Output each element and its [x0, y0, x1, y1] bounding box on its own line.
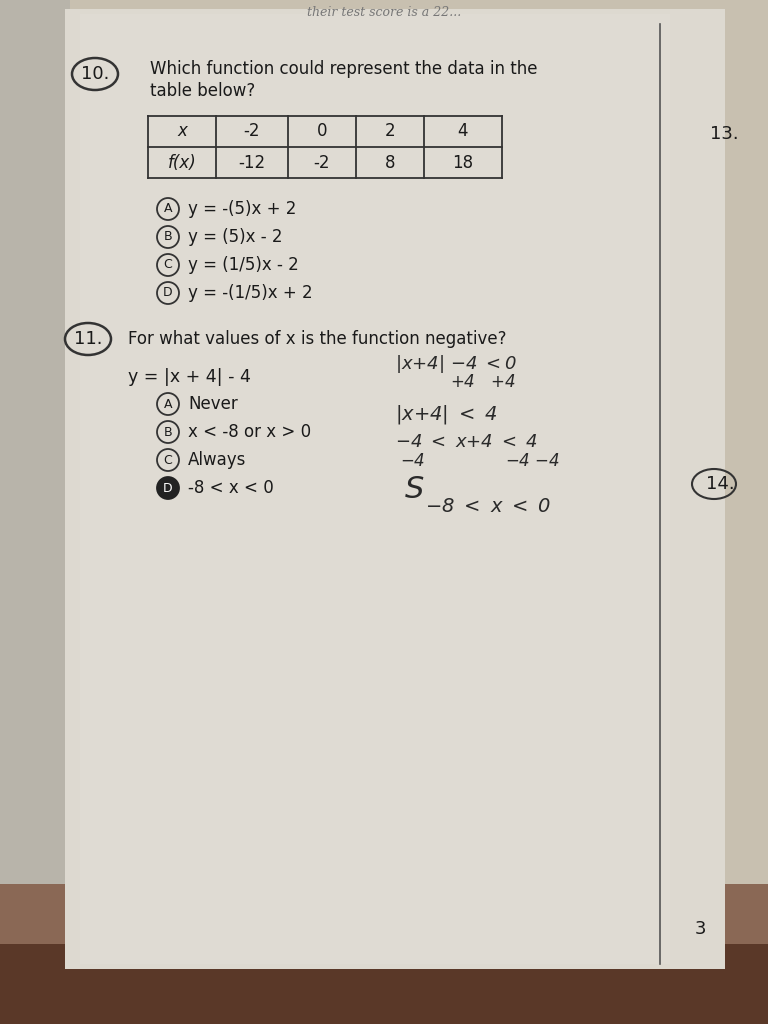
Bar	[0, 944, 768, 1024]
Text: y = -(1/5)x + 2: y = -(1/5)x + 2	[188, 284, 313, 302]
Text: A: A	[164, 203, 172, 215]
Text: 3: 3	[694, 920, 706, 938]
Text: 11.: 11.	[74, 330, 102, 348]
Text: 10.: 10.	[81, 65, 109, 83]
Text: 2: 2	[385, 123, 396, 140]
Text: y = |x + 4| - 4: y = |x + 4| - 4	[128, 368, 251, 386]
Text: Always: Always	[188, 451, 247, 469]
Text: 14.: 14.	[706, 475, 735, 493]
Text: -2: -2	[243, 123, 260, 140]
Text: A: A	[164, 397, 172, 411]
Text: 13.: 13.	[710, 125, 739, 143]
Text: Never: Never	[188, 395, 238, 413]
Text: -2: -2	[314, 154, 330, 171]
Bar	[0, 884, 768, 944]
Text: table below?: table below?	[150, 82, 255, 100]
Text: |x+4| $<$ 4: |x+4| $<$ 4	[395, 402, 498, 426]
Text: B: B	[164, 230, 172, 244]
Text: $-$4 $<$ x$+$4 $<$ 4: $-$4 $<$ x$+$4 $<$ 4	[395, 433, 538, 451]
Text: 4: 4	[458, 123, 468, 140]
Text: For what values of x is the function negative?: For what values of x is the function neg…	[128, 330, 507, 348]
Text: C: C	[164, 454, 172, 467]
Text: 18: 18	[452, 154, 474, 171]
Text: D: D	[163, 481, 173, 495]
Text: -8 < x < 0: -8 < x < 0	[188, 479, 273, 497]
Text: $-$8 $<$ x $<$ 0: $-$8 $<$ x $<$ 0	[425, 497, 551, 515]
Text: y = (1/5)x - 2: y = (1/5)x - 2	[188, 256, 299, 274]
Text: D: D	[163, 287, 173, 299]
Text: $+$4   $+$4: $+$4 $+$4	[450, 373, 515, 391]
Text: their test score is a 22...: their test score is a 22...	[307, 6, 461, 19]
Text: -12: -12	[238, 154, 266, 171]
Text: $-$4 $-$4: $-$4 $-$4	[505, 452, 560, 470]
Text: Which function could represent the data in the: Which function could represent the data …	[150, 60, 538, 78]
Text: C: C	[164, 258, 172, 271]
Text: S: S	[405, 474, 425, 504]
Text: |x+4| $-$4 $<$0: |x+4| $-$4 $<$0	[395, 353, 517, 375]
Text: x < -8 or x > 0: x < -8 or x > 0	[188, 423, 311, 441]
Bar	[80, 14, 670, 964]
Text: 0: 0	[316, 123, 327, 140]
Text: 8: 8	[385, 154, 396, 171]
Text: y = (5)x - 2: y = (5)x - 2	[188, 228, 283, 246]
Text: B: B	[164, 426, 172, 438]
Bar	[65, 9, 725, 969]
Text: f(x): f(x)	[167, 154, 197, 171]
Text: y = -(5)x + 2: y = -(5)x + 2	[188, 200, 296, 218]
Text: x: x	[177, 123, 187, 140]
Text: $-$4: $-$4	[400, 452, 425, 470]
Bar	[0, 0, 70, 884]
Circle shape	[157, 477, 179, 499]
